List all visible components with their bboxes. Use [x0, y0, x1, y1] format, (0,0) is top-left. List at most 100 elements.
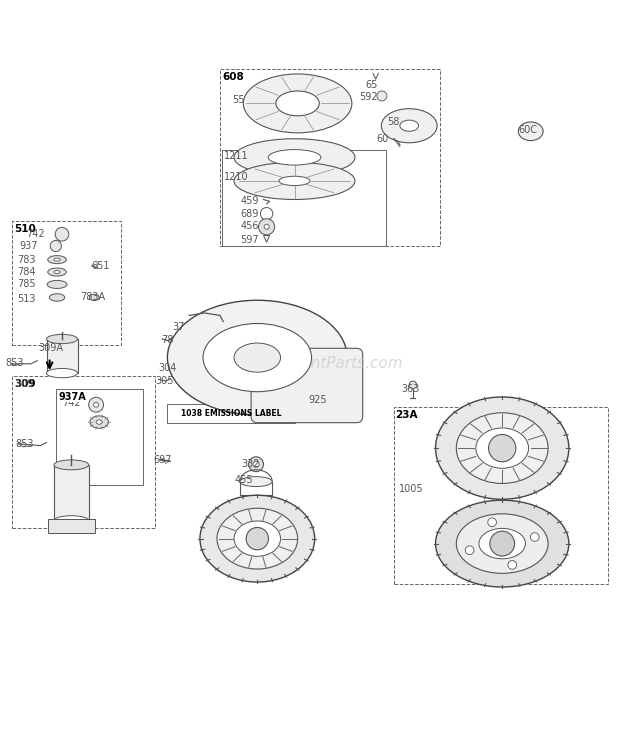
Text: 742: 742 — [26, 229, 45, 238]
Ellipse shape — [167, 300, 347, 415]
Text: 60: 60 — [376, 135, 389, 144]
Ellipse shape — [46, 369, 78, 377]
Ellipse shape — [240, 477, 272, 487]
Bar — [46, 339, 78, 373]
Circle shape — [465, 546, 474, 554]
Ellipse shape — [518, 122, 543, 141]
Text: 332: 332 — [242, 460, 260, 469]
Ellipse shape — [456, 413, 548, 483]
Text: 592: 592 — [360, 92, 378, 102]
Text: 597: 597 — [241, 235, 259, 245]
Circle shape — [259, 219, 275, 235]
FancyBboxPatch shape — [251, 349, 363, 423]
Ellipse shape — [276, 91, 319, 115]
Text: 78: 78 — [161, 335, 174, 346]
Ellipse shape — [48, 268, 66, 276]
Circle shape — [94, 403, 99, 407]
Text: eReplacementParts.com: eReplacementParts.com — [216, 356, 404, 371]
Text: 937: 937 — [20, 241, 38, 251]
Ellipse shape — [436, 397, 569, 500]
Text: 651: 651 — [92, 260, 110, 271]
Text: 305: 305 — [155, 376, 174, 386]
Ellipse shape — [479, 528, 526, 559]
Ellipse shape — [54, 258, 60, 261]
Text: 783: 783 — [17, 255, 36, 265]
Text: 853: 853 — [15, 440, 33, 449]
Circle shape — [409, 381, 417, 389]
Ellipse shape — [89, 295, 99, 300]
Text: 65: 65 — [366, 80, 378, 90]
Text: 1210: 1210 — [224, 172, 249, 181]
Circle shape — [490, 531, 515, 556]
Text: 309: 309 — [14, 379, 36, 388]
Ellipse shape — [243, 74, 352, 133]
Ellipse shape — [268, 149, 321, 165]
Text: 459: 459 — [241, 196, 259, 206]
Ellipse shape — [50, 294, 64, 301]
Ellipse shape — [48, 255, 66, 263]
Ellipse shape — [54, 460, 89, 470]
Ellipse shape — [46, 334, 78, 343]
Text: 309: 309 — [15, 379, 33, 388]
Ellipse shape — [436, 500, 569, 587]
Circle shape — [488, 518, 497, 527]
Ellipse shape — [96, 420, 102, 424]
Text: 513: 513 — [17, 294, 36, 303]
Ellipse shape — [279, 176, 310, 186]
Circle shape — [50, 240, 61, 252]
Bar — [220, 70, 440, 246]
Text: 55: 55 — [232, 95, 245, 105]
Text: 37: 37 — [172, 322, 185, 332]
Circle shape — [377, 91, 387, 101]
Bar — [56, 388, 143, 485]
Circle shape — [89, 397, 104, 412]
Ellipse shape — [54, 516, 89, 525]
Ellipse shape — [234, 162, 355, 200]
Text: 689: 689 — [241, 209, 259, 219]
Circle shape — [531, 533, 539, 542]
Bar — [167, 404, 294, 423]
Text: 510: 510 — [14, 223, 36, 234]
Ellipse shape — [456, 514, 548, 574]
Text: 697: 697 — [154, 455, 172, 465]
Circle shape — [246, 528, 268, 550]
Text: 853: 853 — [5, 357, 24, 368]
Ellipse shape — [381, 109, 437, 143]
Text: 1005: 1005 — [399, 484, 423, 494]
Text: 785: 785 — [17, 280, 36, 289]
Circle shape — [489, 434, 516, 462]
Bar — [48, 519, 95, 533]
Text: 60C: 60C — [518, 125, 538, 135]
Text: 783A: 783A — [81, 292, 106, 303]
Ellipse shape — [200, 495, 315, 582]
Text: 937A: 937A — [58, 391, 87, 401]
Bar — [222, 150, 386, 246]
Text: 456: 456 — [241, 221, 259, 231]
Text: 309A: 309A — [38, 343, 63, 353]
Bar — [394, 407, 608, 584]
Text: 1211: 1211 — [224, 151, 249, 161]
Ellipse shape — [90, 416, 108, 428]
Ellipse shape — [47, 280, 67, 289]
Text: 1038 EMISSIONS LABEL: 1038 EMISSIONS LABEL — [180, 409, 281, 418]
Circle shape — [253, 461, 259, 468]
Ellipse shape — [54, 271, 60, 274]
Text: 742: 742 — [62, 398, 81, 408]
Ellipse shape — [217, 508, 298, 569]
Circle shape — [264, 224, 269, 229]
Text: 58: 58 — [388, 117, 400, 127]
Ellipse shape — [234, 343, 280, 372]
Bar — [54, 465, 89, 521]
Text: 23: 23 — [228, 540, 241, 550]
Ellipse shape — [234, 138, 355, 176]
Circle shape — [508, 561, 516, 569]
Text: 784: 784 — [17, 267, 36, 277]
Bar — [12, 376, 155, 528]
Text: 304: 304 — [159, 363, 177, 373]
Text: 937A: 937A — [59, 391, 87, 402]
Text: 925: 925 — [309, 394, 327, 405]
Circle shape — [55, 227, 69, 241]
Ellipse shape — [476, 428, 529, 468]
Polygon shape — [264, 235, 270, 242]
Circle shape — [249, 457, 264, 471]
